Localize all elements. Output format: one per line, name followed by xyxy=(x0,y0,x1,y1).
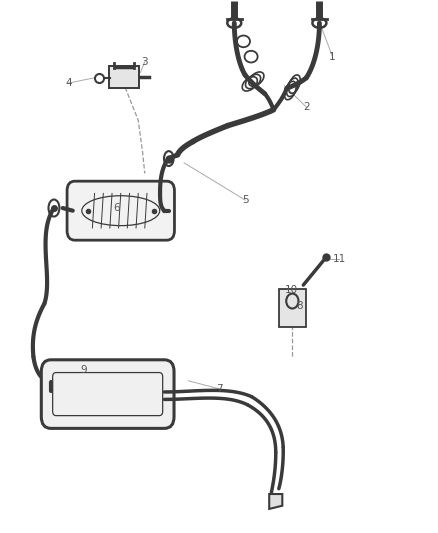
Text: 10: 10 xyxy=(284,286,297,295)
Text: 8: 8 xyxy=(297,301,303,311)
Polygon shape xyxy=(269,494,283,509)
Text: 4: 4 xyxy=(65,78,72,88)
Text: 2: 2 xyxy=(303,102,310,112)
FancyBboxPatch shape xyxy=(41,360,174,429)
FancyBboxPatch shape xyxy=(109,66,139,88)
Text: 3: 3 xyxy=(141,57,148,67)
Text: 5: 5 xyxy=(242,195,248,205)
Text: 7: 7 xyxy=(215,384,223,394)
Text: 9: 9 xyxy=(80,365,87,375)
FancyBboxPatch shape xyxy=(67,181,174,240)
Text: 11: 11 xyxy=(332,254,346,263)
Text: 1: 1 xyxy=(329,52,336,61)
Text: 6: 6 xyxy=(113,203,120,213)
FancyBboxPatch shape xyxy=(279,289,306,327)
